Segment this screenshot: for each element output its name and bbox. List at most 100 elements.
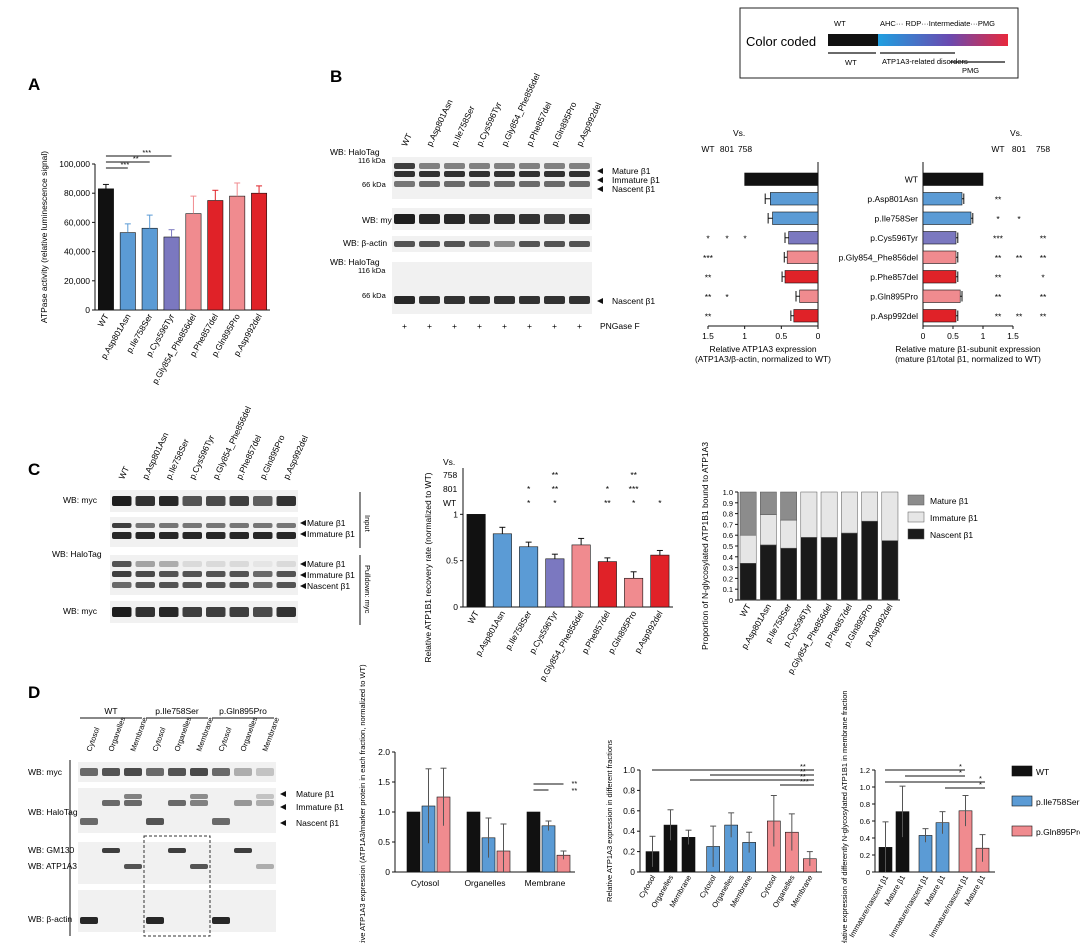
blot-d-fraction-label: Organelles — [106, 715, 127, 752]
chartB1-sig-col: 758 — [738, 144, 752, 154]
blot-b-halotag-band — [544, 163, 565, 169]
chart-c1-category-label: p.Ile758Ser — [503, 609, 533, 652]
blot-c-halotag-input-band — [159, 523, 179, 528]
chartB2-category-label: p.Gln895Pro — [870, 291, 918, 301]
chart-d3-ytick-label: 1.0 — [860, 783, 870, 792]
chart-c2-bar-segment — [800, 537, 818, 601]
blot-b-halotag-band — [419, 163, 440, 169]
blot-b-myc-band — [519, 214, 540, 224]
chartB1-bar — [793, 309, 819, 323]
chart-d3-legend-swatch — [1011, 825, 1033, 837]
blot-c-myc2-band — [229, 607, 249, 617]
chartB2-sig-cell: ** — [1040, 233, 1047, 243]
blot-d-fraction-label: Organelles — [172, 715, 193, 752]
blot-c-lane-label: p.Ile758Ser — [163, 437, 191, 481]
chart-d2-sig-stars: ** — [800, 767, 806, 776]
blot-c-halotag-pulldown-band — [159, 571, 179, 577]
chart-c2-ytick-label: 0.6 — [723, 531, 733, 540]
blot-c-myc2-band — [112, 607, 132, 617]
chartB2-sig-cell: ** — [995, 253, 1002, 263]
blot-d-myc-band — [80, 768, 98, 776]
chart-d2-ytick-label: 0.2 — [623, 847, 635, 857]
blot-b-actin-band — [469, 241, 490, 247]
chart-a-ytick-label: 80,000 — [64, 188, 90, 198]
blot-b-nascent: Nascent β1 — [612, 184, 655, 194]
chart-a-sig-stars: ** — [133, 154, 139, 163]
blot-d-halotag-band — [212, 818, 230, 825]
chartB2-sig-cell: ** — [1040, 311, 1047, 321]
blot-c-halotag-pulldown-band — [112, 582, 132, 588]
chart-a-bar — [229, 195, 246, 311]
chart-c2-ytick-label: 0 — [729, 596, 733, 605]
chart-c2-ytick-label: 0.4 — [723, 553, 733, 562]
blot-c-myc2-bg — [110, 601, 298, 623]
blot-d-halotag-bg — [78, 788, 276, 833]
blot-c-halotag-pulldown-band — [182, 571, 202, 577]
blot-b-halotag-band — [569, 163, 590, 169]
chart-a-ytick-label: 100,000 — [59, 159, 90, 169]
blot-c-halotag-input-band — [159, 532, 179, 539]
blot-d-fraction-label: Membrane — [194, 716, 215, 753]
blot-d-fraction-label: Cytosol — [84, 726, 101, 753]
blot-b-halotag-band — [494, 171, 515, 177]
chart-d3-legend-swatch — [1011, 765, 1033, 777]
chart-c2-bar-segment — [841, 491, 858, 534]
blot-b-halotag-band — [519, 181, 540, 187]
chart-c1-bar — [624, 577, 644, 608]
chartB2-xlabel2: (mature β1/total β1, normalized to WT) — [895, 354, 1041, 364]
chart-c1-sig-row-label: 758 — [443, 470, 457, 480]
chartB1-sig-cell: ** — [705, 272, 712, 282]
blot-b-halotag-band — [569, 171, 590, 177]
chart-d2-sig-stars: *** — [800, 777, 809, 786]
blot-c-halotag-input-band — [253, 523, 273, 528]
chart-c2-bar-segment — [739, 534, 757, 564]
blot-b-halotag2-band — [419, 296, 440, 304]
chart-c2-bar-segment — [739, 491, 757, 536]
chart-d3-ytick-label: 0.8 — [860, 800, 870, 809]
blot-b-myc-band — [394, 214, 415, 224]
chartB1-sig-cell: ** — [705, 292, 712, 302]
chartB2-sig-col: 758 — [1036, 144, 1050, 154]
blot-c-myc2-band — [159, 607, 179, 617]
chart-a-bar — [185, 213, 202, 311]
blot-b-halotag2-band — [394, 296, 415, 304]
chartB2-category-label: p.Asp801Asn — [867, 194, 918, 204]
chart-c2-bar-segment — [820, 537, 838, 601]
chartB2-bar — [922, 231, 957, 245]
chart-d1-sig-stars: ** — [572, 779, 578, 788]
legend-pmg-arrow-label: PMG — [962, 66, 979, 75]
blot-b-kda66b: 66 kDa — [362, 291, 387, 300]
chart-a-bar — [207, 200, 224, 311]
chart-d3-sig-stars: * — [979, 774, 982, 783]
chart-d3-ytick-label: 0.6 — [860, 817, 870, 826]
blot-d-halotag-band — [102, 800, 120, 806]
chart-d1-ytick-label: 2.0 — [378, 747, 390, 757]
blot-d-halotag-band — [190, 794, 208, 799]
blot-c-halotag-input-band — [112, 532, 132, 539]
legend-wt-label: WT — [834, 19, 846, 28]
chart-d2-ytick-label: 1.0 — [623, 765, 635, 775]
chartB2-sig-cell: * — [1017, 214, 1021, 224]
blot-d-fraction-label: Membrane — [128, 716, 149, 753]
blot-d-actin-band — [80, 917, 98, 924]
chartB2-sig-cell: ** — [995, 272, 1002, 282]
chart-c-glycosylation-proportion: 00.10.20.30.40.50.60.70.80.91.0WTp.Asp80… — [700, 442, 978, 676]
blot-b-plus: + — [452, 321, 457, 331]
blot-d-myc-band — [234, 768, 252, 776]
blot-d-arrowhead — [280, 791, 286, 797]
blot-b-halotag-band — [544, 181, 565, 187]
blot-c-halotag-pulldown-band — [229, 561, 249, 567]
chart-c1-sig-vs: Vs. — [443, 457, 455, 467]
blot-c-halotag-input-band — [206, 523, 226, 528]
blot-b-halotag2-band — [519, 296, 540, 304]
chart-d3-sig-stars: * — [979, 780, 982, 789]
blot-d-halotag-band — [256, 800, 274, 806]
chart-c2-bar-segment — [780, 547, 797, 601]
blot-b-lane-label: p.Gln895Pro — [549, 100, 578, 148]
blot-b-halotag-band — [394, 181, 415, 187]
chartB2-bar — [922, 250, 957, 264]
blot-c-immature: Immature β1 — [307, 529, 355, 539]
chart-d1-category-label: Organelles — [464, 878, 505, 888]
blot-c-mature2: Mature β1 — [307, 559, 346, 569]
